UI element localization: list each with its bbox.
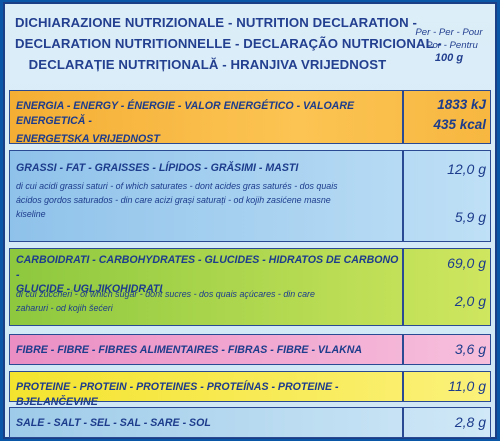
carbohydrate-label-line: GLUCIDE - UGLJIKOHIDRATI <box>16 283 163 295</box>
column-divider <box>402 91 404 143</box>
title-line: DICHIARAZIONE NUTRIZIONALE - NUTRITION D… <box>15 15 418 30</box>
column-divider <box>402 249 404 325</box>
per-line: - Por - Pentru <box>420 40 478 51</box>
sugars-value: 2,0 g <box>454 293 486 309</box>
saturates-label-line: di cui acidi grassi saturi - of which sa… <box>16 181 338 191</box>
carbohydrate-row: CARBOIDRATI - CARBOHYDRATES - GLUCIDES -… <box>9 248 491 326</box>
fibre-label: FIBRE - FIBRE - FIBRES ALIMENTAIRES - FI… <box>16 344 363 356</box>
sugars-label-line: di cui zuccheri - of which sugar - dont … <box>16 289 315 299</box>
carbohydrate-label: CARBOIDRATI - CARBOHYDRATES - GLUCIDES -… <box>16 253 400 297</box>
energy-kj-value: 1833 kJ <box>437 97 486 112</box>
energy-label: ENERGIA - ENERGY - ÉNERGIE - VALOR ENERG… <box>16 99 400 147</box>
energy-label-line: ENERGIA - ENERGY - ÉNERGIE - VALOR ENERG… <box>16 100 355 127</box>
nutrition-header: DICHIARAZIONE NUTRIZIONALE - NUTRITION D… <box>5 4 495 90</box>
carbohydrate-label-line: CARBOIDRATI - CARBOHYDRATES - GLUCIDES -… <box>16 254 399 281</box>
saturates-label-line: ácidos gordos saturados - din care acizi… <box>16 195 331 205</box>
sugars-label: di cui zuccheri - of which sugar - dont … <box>16 289 400 314</box>
title-line: DECLARAȚIE NUTRIȚIONALĂ - HRANJIVA VRIJE… <box>28 57 387 72</box>
column-divider <box>402 372 404 401</box>
salt-row: SALE - SALT - SEL - SAL - SARE - SOL 2,8… <box>9 407 491 438</box>
energy-row: ENERGIA - ENERGY - ÉNERGIE - VALOR ENERG… <box>9 90 491 147</box>
saturates-label: di cui acidi grassi saturi - of which sa… <box>16 181 400 220</box>
nutrition-title: DICHIARAZIONE NUTRIZIONALE - NUTRITION D… <box>15 12 442 75</box>
energy-label-line: ENERGETSKA VRIJEDNOST <box>16 133 160 145</box>
column-divider <box>402 151 404 241</box>
protein-value: 11,0 g <box>448 378 486 394</box>
sugars-label-line: zaharuri - od kojih šećeri <box>16 303 113 313</box>
column-divider <box>402 335 404 364</box>
protein-row: PROTEINE - PROTEIN - PROTEINES - PROTEÍN… <box>9 371 491 408</box>
per-100g-heading: Per - Per - Pour - Por - Pentru 100 g <box>405 26 493 65</box>
fat-row: GRASSI - FAT - GRAISSES - LÍPIDOS - GRĂS… <box>9 150 491 242</box>
fibre-row: FIBRE - FIBRE - FIBRES ALIMENTAIRES - FI… <box>9 334 491 365</box>
fibre-value: 3,6 g <box>454 341 486 357</box>
title-line: DECLARATION NUTRITIONNELLE - DECLARAÇÃO … <box>15 36 442 51</box>
nutrition-label: DICHIARAZIONE NUTRIZIONALE - NUTRITION D… <box>3 2 497 439</box>
fat-value: 12,0 g <box>447 161 486 177</box>
saturates-value: 5,9 g <box>454 209 486 225</box>
per-line: Per - Per - Pour <box>415 27 483 38</box>
column-divider <box>402 408 404 437</box>
energy-kcal-value: 435 kcal <box>433 117 486 132</box>
salt-value: 2,8 g <box>454 414 486 430</box>
salt-label: SALE - SALT - SEL - SAL - SARE - SOL <box>16 417 211 429</box>
carbohydrate-value: 69,0 g <box>447 255 486 271</box>
protein-label: PROTEINE - PROTEIN - PROTEINES - PROTEÍN… <box>16 381 339 408</box>
saturates-label-line: kiseline <box>16 209 46 219</box>
fat-label: GRASSI - FAT - GRAISSES - LÍPIDOS - GRĂS… <box>16 162 299 174</box>
per-quantity: 100 g <box>434 52 464 64</box>
